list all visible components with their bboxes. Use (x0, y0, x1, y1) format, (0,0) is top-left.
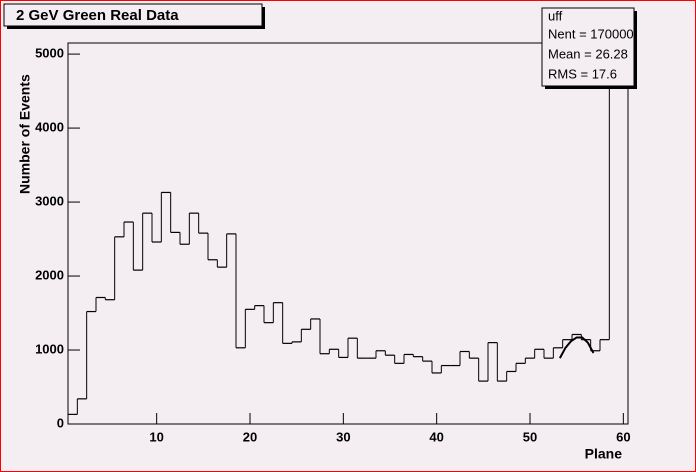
x-tick-label: 50 (523, 429, 537, 444)
x-tick-label: 20 (243, 429, 257, 444)
y-tick-label: 0 (57, 415, 64, 430)
x-tick-label: 60 (616, 429, 630, 444)
y-tick-label: 4000 (35, 120, 64, 135)
stats-box (541, 7, 635, 87)
stats-line: RMS = 17.6 (548, 66, 617, 81)
title-box (3, 3, 263, 27)
x-tick-label: 10 (149, 429, 163, 444)
y-tick-label: 3000 (35, 193, 64, 208)
y-axis-label: Number of Events (17, 74, 33, 194)
y-tick-label: 1000 (35, 341, 64, 356)
y-tick-label: 2000 (35, 267, 64, 282)
y-tick-label: 5000 (35, 46, 64, 61)
fit-curve (558, 336, 595, 359)
chart-title: 2 GeV Green Real Data (16, 7, 179, 24)
x-tick-label: 30 (336, 429, 350, 444)
histogram (68, 43, 628, 424)
x-axis-label: Plane (585, 446, 623, 462)
stats-line: Nent = 170000 (548, 26, 634, 41)
stats-name: uff (548, 8, 563, 23)
stats-line: Mean = 26.28 (548, 46, 628, 61)
x-tick-label: 40 (429, 429, 443, 444)
